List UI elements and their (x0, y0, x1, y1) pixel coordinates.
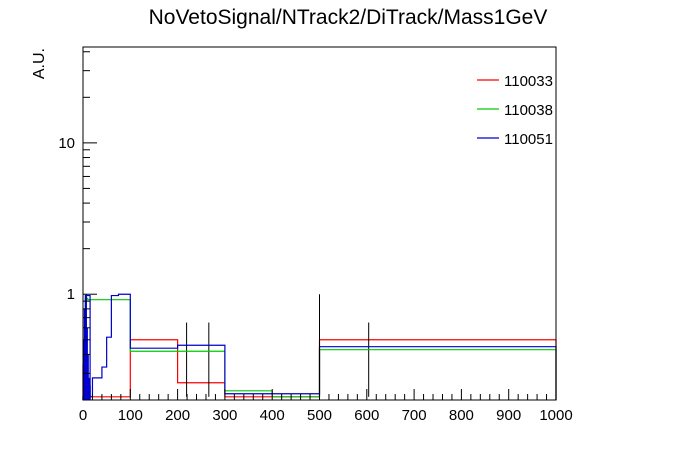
x-tick-label: 400 (260, 407, 285, 424)
chart-title: NoVetoSignal/NTrack2/DiTrack/Mass1GeV (149, 6, 548, 29)
legend-label-110033: 110033 (504, 73, 553, 90)
y-tick-label: 1 (67, 286, 75, 303)
x-tick-label: 900 (496, 407, 521, 424)
x-tick-label: 200 (165, 407, 190, 424)
x-tick-label: 1000 (539, 407, 572, 424)
x-tick-label: 600 (354, 407, 379, 424)
legend-label-110038: 110038 (504, 102, 553, 119)
series-110051 (82, 293, 557, 400)
x-tick-label: 0 (79, 407, 87, 424)
y-axis-label: A.U. (31, 48, 48, 79)
x-tick-label: 500 (307, 407, 332, 424)
legend: 110033 110038 110051 (477, 73, 553, 148)
x-tick-label: 700 (402, 407, 427, 424)
x-axis: 0 100 200 300 400 500 600 700 800 900 1000 (79, 389, 573, 424)
x-tick-label: 100 (118, 407, 143, 424)
series-line-110051 (82, 293, 557, 400)
legend-label-110051: 110051 (504, 131, 553, 148)
y-tick-label: 10 (58, 135, 75, 152)
x-tick-label: 800 (449, 407, 474, 424)
x-tick-label: 300 (212, 407, 237, 424)
plot-area: 0 100 200 300 400 500 600 700 800 900 1000 1 10 (58, 46, 573, 424)
low-mass-spikes (82, 294, 91, 400)
y-axis: 1 10 (58, 51, 97, 401)
